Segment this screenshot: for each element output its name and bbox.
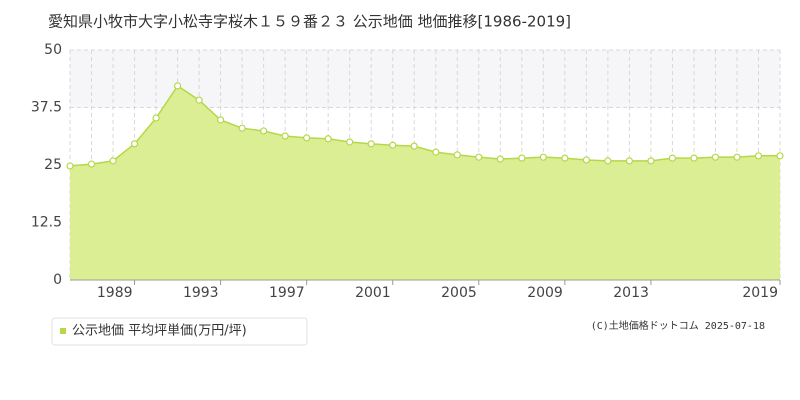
x-tick-label: 2019 <box>742 285 778 301</box>
y-tick-label: 25 <box>44 157 62 173</box>
point <box>776 152 784 160</box>
legend-label: 公示地価 平均坪単価(万円/坪) <box>72 323 247 339</box>
point <box>87 160 96 168</box>
chart-title: 愛知県小牧市大字小松寺字桜木１５９番２３ 公示地価 地価推移[1986-2019… <box>48 13 571 31</box>
legend-swatch <box>60 328 66 334</box>
point <box>367 140 375 148</box>
point <box>561 154 569 162</box>
point <box>432 148 440 156</box>
point <box>303 134 311 142</box>
point <box>604 157 612 165</box>
point <box>410 142 418 150</box>
x-tick-label: 2005 <box>441 285 477 301</box>
point <box>130 140 139 148</box>
y-tick-label: 12.5 <box>31 215 62 231</box>
point <box>173 82 182 90</box>
y-tick-label: 37.5 <box>31 100 62 116</box>
point <box>733 153 741 161</box>
point <box>711 153 720 161</box>
x-tick-label: 1993 <box>183 285 219 301</box>
y-tick-label: 50 <box>44 42 62 58</box>
point <box>496 155 504 163</box>
point <box>195 96 203 104</box>
x-tick-label: 2009 <box>527 285 563 301</box>
point <box>324 135 332 143</box>
point <box>668 154 677 162</box>
point <box>475 153 483 161</box>
point <box>152 114 160 122</box>
point <box>238 124 246 132</box>
point <box>539 153 547 161</box>
y-tick-label: 0 <box>53 272 62 288</box>
point <box>690 154 698 162</box>
footnote: (C)土地価格ドットコム 2025-07-18 <box>591 319 765 332</box>
point <box>754 152 763 160</box>
point <box>389 141 397 149</box>
point <box>281 132 289 140</box>
point <box>582 156 590 164</box>
x-tick-label: 1997 <box>269 285 305 301</box>
x-tick-label: 2001 <box>355 285 391 301</box>
area <box>70 85 780 280</box>
point <box>453 151 461 159</box>
x-tick-label: 1989 <box>97 285 133 301</box>
point <box>518 154 526 162</box>
line <box>69 84 780 167</box>
point <box>260 127 268 135</box>
point <box>217 116 225 124</box>
legend-box <box>51 317 308 346</box>
point <box>625 157 633 165</box>
x-tick-label: 2013 <box>613 285 649 301</box>
point <box>66 162 74 170</box>
point <box>647 157 655 165</box>
point <box>346 138 354 146</box>
point <box>109 157 117 165</box>
